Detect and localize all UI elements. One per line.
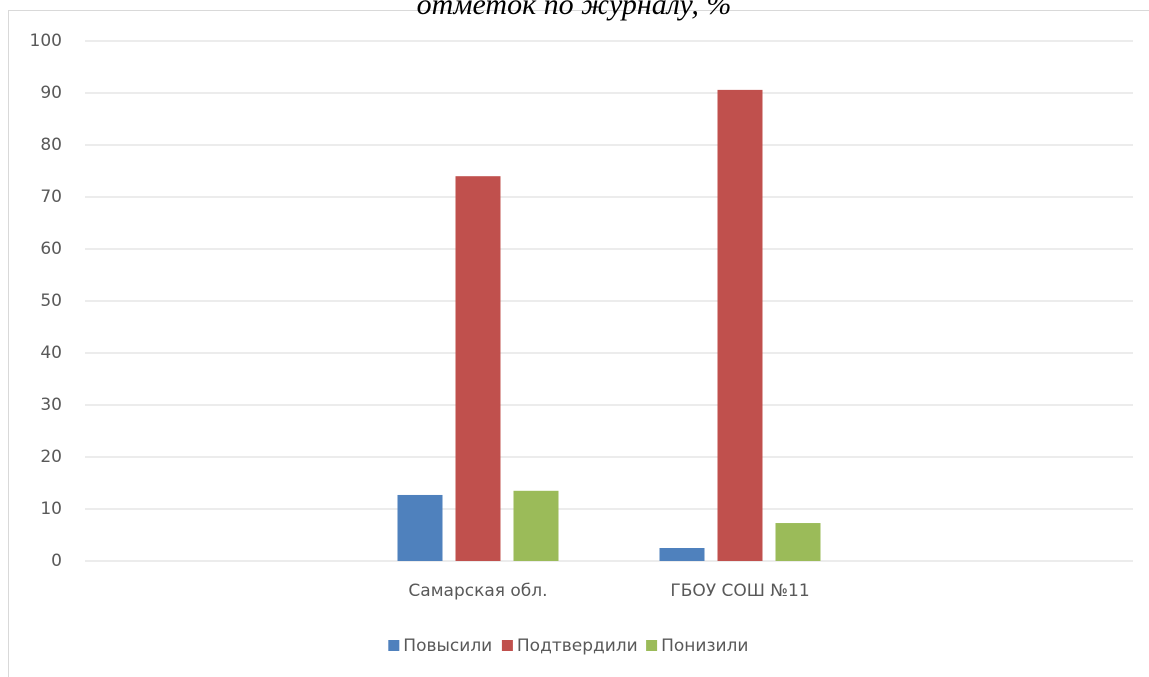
bar [659, 548, 705, 561]
legend-swatch [646, 640, 658, 651]
bar [775, 523, 821, 561]
y-tick-label: 60 [40, 239, 62, 259]
y-tick-label: 80 [40, 135, 62, 155]
legend-swatch [388, 640, 400, 651]
x-tick-label: ГБОУ СОШ №11 [670, 581, 809, 601]
chart-frame [8, 10, 1149, 677]
legend-label: Подтвердили [517, 636, 638, 656]
chart-title: отметок по журналу, % [417, 0, 732, 21]
bar [717, 89, 763, 561]
y-tick-label: 50 [40, 291, 62, 311]
y-tick-label: 0 [51, 551, 62, 571]
x-tick-label: Самарская обл. [408, 581, 547, 601]
y-tick-label: 70 [40, 187, 62, 207]
legend-label: Повысили [403, 636, 492, 656]
y-tick-label: 30 [40, 395, 62, 415]
legend-swatch [501, 640, 513, 651]
y-tick-label: 10 [40, 499, 62, 519]
legend-label: Понизили [661, 636, 748, 656]
bar [455, 176, 501, 561]
y-tick-label: 40 [40, 343, 62, 363]
y-tick-label: 100 [30, 31, 62, 51]
bar [513, 490, 559, 561]
y-tick-label: 90 [40, 83, 62, 103]
bar [397, 494, 443, 561]
y-tick-label: 20 [40, 447, 62, 467]
